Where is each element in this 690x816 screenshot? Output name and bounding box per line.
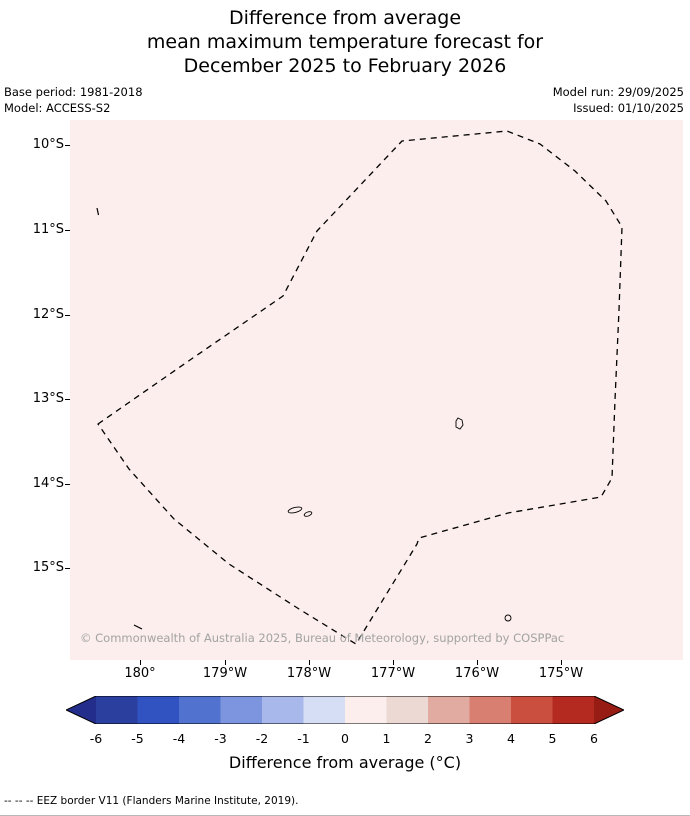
lon-tick-label: 175°W [538, 666, 584, 681]
colorbar-tick-label: 6 [590, 731, 598, 746]
map-canvas [96, 130, 623, 645]
colorbar-segment [303, 696, 345, 724]
colorbar-tick-label: 4 [507, 731, 515, 746]
colorbar [64, 695, 626, 725]
lon-tick-label: 180° [124, 666, 156, 681]
colorbar-tick-label: 2 [424, 731, 432, 746]
colorbar-segment [262, 696, 304, 724]
page-title-line3: December 2025 to February 2026 [183, 55, 507, 77]
map-area [70, 120, 683, 660]
small-island-outline [504, 614, 512, 622]
page-title-line1: Difference from average [228, 7, 462, 29]
colorbar-tick-label: 1 [382, 731, 391, 746]
copyright-text: © Commonwealth of Australia 2025, Bureau… [80, 631, 565, 645]
colorbar-tick-label: -1 [297, 731, 310, 746]
lon-tick-mark [561, 660, 562, 665]
colorbar-segment [96, 696, 138, 724]
colorbar-arrow-left [66, 696, 96, 724]
colorbar-tick-label: 3 [465, 731, 474, 746]
base-period-text: Base period: 1981-2018 [4, 85, 143, 99]
issued-text: Issued: 01/10/2025 [573, 101, 684, 115]
colorbar-segment [179, 696, 221, 724]
colorbar-tick-label: -4 [172, 731, 186, 746]
colorbar-segment [428, 696, 470, 724]
lat-tick-mark [65, 568, 70, 569]
colorbar-segment [511, 696, 553, 724]
colorbar-ticks: -6 -5 -4 -3 -2 -1 0 1 2 3 4 5 6 [66, 731, 624, 747]
lat-tick-mark [65, 230, 70, 231]
tiny-islet-mark-north [96, 207, 100, 216]
lon-tick-label: 177°W [370, 666, 416, 681]
meta-left: Base period: 1981-2018 Model: ACCESS-S2 [4, 84, 143, 116]
lon-tick-mark [477, 660, 478, 665]
colorbar-arrow-right [594, 696, 624, 724]
colorbar-canvas [64, 695, 626, 725]
colorbar-tick-label: -5 [131, 731, 144, 746]
wallis-island-outline [455, 417, 464, 430]
alofi-island-outline [303, 511, 313, 517]
colorbar-segment [469, 696, 511, 724]
lat-tick-label: 10°S [32, 137, 64, 152]
futuna-island-outline [287, 506, 303, 514]
lon-tick-label: 176°W [454, 666, 500, 681]
lat-tick-mark [65, 484, 70, 485]
colorbar-tick-label: -2 [255, 731, 269, 746]
colorbar-tick-label: -3 [214, 731, 227, 746]
lon-tick-label: 179°W [202, 666, 248, 681]
colorbar-tick-label: 0 [341, 731, 349, 746]
model-text: Model: ACCESS-S2 [4, 101, 111, 115]
colorbar-tick-label: -6 [89, 731, 103, 746]
page-title-line2: mean maximum temperature forecast for [146, 31, 544, 53]
lat-tick-label: 15°S [32, 560, 64, 575]
lon-tick-mark [393, 660, 394, 665]
eez-border-note: -- -- -- EEZ border V11 (Flanders Marine… [4, 795, 299, 807]
lon-tick-label: 178°W [286, 666, 332, 681]
colorbar-segment [386, 696, 428, 724]
tiny-islet-mark-south [133, 624, 143, 630]
lat-tick-mark [65, 145, 70, 146]
page-title: Difference from average mean maximum tem… [0, 6, 690, 78]
lat-tick-mark [65, 315, 70, 316]
eez-border-polygon [97, 130, 623, 645]
lat-tick-label: 11°S [32, 222, 64, 237]
lat-tick-label: 13°S [32, 391, 64, 406]
colorbar-tick-label: 5 [548, 731, 557, 746]
lat-tick-label: 14°S [32, 476, 64, 491]
colorbar-segment [220, 696, 262, 724]
meta-right: Model run: 29/09/2025 Issued: 01/10/2025 [553, 84, 684, 116]
colorbar-segment [552, 696, 594, 724]
lon-tick-mark [225, 660, 226, 665]
lat-tick-mark [65, 399, 70, 400]
model-run-text: Model run: 29/09/2025 [552, 85, 684, 99]
colorbar-label: Difference from average (°C) [228, 753, 462, 772]
colorbar-segment [137, 696, 179, 724]
lon-tick-mark [140, 660, 141, 665]
colorbar-segment [345, 696, 387, 724]
lon-tick-mark [309, 660, 310, 665]
lat-tick-label: 12°S [32, 307, 64, 322]
